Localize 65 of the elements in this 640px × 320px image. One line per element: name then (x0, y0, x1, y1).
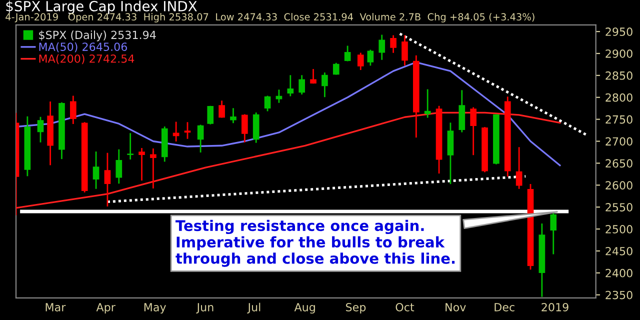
candlestick (424, 89, 431, 118)
x-tick-label: Aug (294, 303, 315, 314)
candlestick (116, 149, 122, 184)
candlestick (344, 46, 351, 62)
y-tick-label: 2400 (606, 268, 632, 278)
candlestick (390, 35, 396, 53)
x-tick-label: Sep (346, 302, 366, 314)
candlestick (322, 72, 328, 98)
candlestick (197, 124, 204, 152)
candlestick (218, 100, 225, 118)
candlestick (378, 34, 386, 60)
candlestick (104, 152, 111, 206)
y-tick-label: 2600 (606, 181, 632, 190)
legend-label: $SPX (Daily) 2531.94 (39, 30, 156, 42)
candlestick (37, 116, 44, 142)
candlestick (172, 122, 180, 142)
y-tick-label: 2850 (606, 71, 632, 80)
chart-subtitle: 4-Jan-2019 Open 2474.33 High 2538.07 Low 2474.33 Close 2531.94 Volume 2.7B Chg +84.05 (+3.43%) (6, 12, 534, 22)
candlestick (242, 114, 248, 142)
candlestick (150, 148, 156, 188)
y-tick-label: 2700 (606, 137, 632, 146)
candlestick (230, 108, 236, 124)
x-tick-label: Jun (196, 303, 214, 314)
y-tick-label: 2900 (606, 49, 632, 58)
x-tick-label: Nov (446, 303, 466, 312)
x-tick-label: Dec (494, 303, 514, 312)
y-tick-label: 2550 (606, 203, 632, 212)
candlestick (207, 106, 214, 124)
candlestick (70, 96, 76, 124)
candlestick (138, 148, 145, 181)
x-tick-label: Jul (247, 302, 260, 314)
candlestick (332, 62, 340, 75)
candlestick (264, 96, 271, 112)
y-tick-label: 2950 (606, 28, 632, 36)
legend-label: MA(50) 2645.06 (39, 42, 127, 52)
line-series (16, 112, 561, 209)
candlestick (287, 75, 294, 96)
annotation: Testing resistance once again. Imperative for the bulls to break through and close above this line. (176, 220, 455, 267)
chart-title: $SPX Large Cap Index INDX (6, 0, 197, 14)
x-tick-label: Mar (46, 303, 66, 312)
y-tick-label: 2350 (606, 290, 632, 300)
y-tick-label: 2450 (606, 246, 632, 256)
candlestick (447, 122, 454, 184)
y-tick-label: 2650 (606, 159, 632, 168)
candlestick (357, 52, 364, 70)
candlestick (402, 35, 408, 66)
candlestick (470, 107, 477, 156)
x-tick-label: 2019 (542, 302, 568, 312)
candlestick (367, 50, 374, 66)
y-tick-label: 2500 (606, 224, 632, 234)
x-tick-label: May (144, 303, 166, 314)
candlestick (458, 90, 466, 132)
y-tick-label: 2800 (606, 93, 632, 102)
candlestick (92, 152, 100, 189)
x-tick-label: Apr (96, 303, 116, 314)
candlestick (298, 75, 306, 95)
candlestick (127, 133, 134, 160)
candlestick (184, 122, 191, 139)
candlestick (276, 90, 282, 103)
legend-label: MA(200) 2742.54 (39, 54, 134, 64)
candlestick (516, 147, 522, 189)
candlestick (550, 212, 557, 254)
candlestick (310, 69, 316, 84)
y-tick-label: 2750 (606, 115, 632, 124)
x-tick-label: Oct (396, 302, 414, 312)
